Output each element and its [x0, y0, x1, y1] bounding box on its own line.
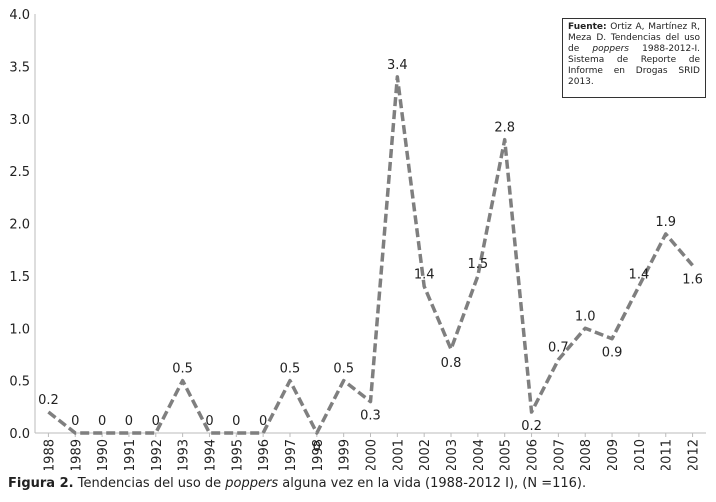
x-tick-label: 1996	[257, 439, 272, 470]
data-label: 0	[152, 414, 160, 429]
source-italic: poppers	[592, 44, 629, 54]
data-label: 1.5	[468, 257, 489, 272]
data-label: 0	[98, 414, 106, 429]
y-tick-label: 4.0	[9, 8, 30, 23]
data-label: 1.4	[629, 267, 650, 282]
y-tick-label: 2.0	[9, 218, 30, 233]
caption-text-2: alguna vez en la vida (1988-2012 I), (N …	[278, 476, 587, 491]
x-tick-label: 1999	[338, 439, 353, 470]
x-tick-label: 1998	[311, 439, 326, 470]
x-tick-label: 1990	[96, 439, 111, 470]
caption-italic: poppers	[225, 476, 279, 491]
x-tick-label: 1993	[177, 439, 192, 470]
data-label: 0.3	[360, 409, 381, 424]
y-tick-label: 0.0	[9, 427, 30, 442]
data-label: 0	[71, 414, 79, 429]
data-label: 0.8	[441, 356, 462, 371]
source-text-1: Ortiz A, Martínez R, Meza D. Tendencias …	[568, 22, 700, 54]
x-tick-label: 2009	[606, 439, 621, 470]
data-label: 0.2	[38, 393, 59, 408]
x-tick-label: 1992	[150, 439, 165, 470]
line-chart: 0.0 0.5 1.0 1.5 2.0 2.5 3.0 3.5 4.0 1988 1989 1990…	[9, 8, 706, 470]
x-tick-label: 2003	[445, 439, 460, 470]
x-tick-label: 1995	[230, 439, 245, 470]
source-text-2: 1988-2012-I. Sistema de Reporte de Infor…	[568, 44, 700, 87]
series-line	[47, 75, 694, 435]
source-label: Fuente:	[568, 22, 607, 32]
y-tick-label: 3.0	[9, 113, 30, 128]
data-label: 0.5	[172, 362, 193, 377]
data-label: 1.4	[414, 267, 435, 282]
x-tick-label: 2007	[552, 439, 567, 470]
x-tick-label: 2006	[526, 439, 541, 470]
x-tick-label: 1988	[42, 439, 57, 470]
data-label: 0.5	[333, 362, 354, 377]
data-label: 0.9	[602, 346, 623, 361]
data-label: 0.7	[548, 341, 569, 356]
y-axis-ticks: 0.0 0.5 1.0 1.5 2.0 2.5 3.0 3.5 4.0	[9, 8, 30, 442]
x-tick-label: 2004	[472, 439, 487, 470]
source-note: Fuente: Ortiz A, Martínez R, Meza D. Ten…	[562, 18, 706, 98]
data-label: 0.2	[521, 419, 542, 434]
x-tick-label: 1997	[284, 439, 299, 470]
data-label: 0	[259, 414, 267, 429]
data-label: 0	[313, 440, 321, 455]
y-tick-label: 3.5	[9, 60, 30, 75]
x-tick-label: 2010	[633, 439, 648, 470]
data-label: 0.5	[280, 362, 301, 377]
data-label: 1.6	[682, 272, 703, 287]
x-tick-label: 2002	[418, 439, 433, 470]
x-tick-label: 2000	[365, 439, 380, 470]
caption-label: Figura 2.	[8, 476, 74, 491]
y-tick-label: 0.5	[9, 375, 30, 390]
data-label: 0	[125, 414, 133, 429]
data-labels: 0.2 0 0 0 0 0.5 0 0 0 0.5 0 0.5 0.3 3.4 1.4 0.8 1.5 2.8 0.…	[38, 58, 703, 455]
data-label: 2.8	[494, 121, 515, 136]
y-tick-label: 2.5	[9, 165, 30, 180]
x-tick-label: 1989	[69, 439, 84, 470]
data-label: 1.0	[575, 309, 596, 324]
data-label: 3.4	[387, 58, 408, 73]
data-label: 1.9	[655, 215, 676, 230]
figure-caption: Figura 2. Tendencias del uso de poppers …	[8, 476, 586, 491]
x-tick-label: 2011	[660, 439, 675, 470]
x-tick-label: 2001	[391, 439, 406, 470]
data-label: 0	[232, 414, 240, 429]
x-tick-label: 2005	[499, 439, 514, 470]
data-label: 0	[205, 414, 213, 429]
x-axis-ticks: 1988 1989 1990 1991 1992 1993 1994 1995 1996 1997…	[42, 433, 702, 470]
x-tick-label: 2012	[687, 439, 702, 470]
x-tick-label: 2008	[579, 439, 594, 470]
y-tick-label: 1.5	[9, 270, 30, 285]
caption-text-1: Tendencias del uso de	[73, 476, 226, 491]
x-tick-label: 1991	[123, 439, 138, 470]
y-tick-label: 1.0	[9, 322, 30, 337]
x-tick-label: 1994	[203, 439, 218, 470]
